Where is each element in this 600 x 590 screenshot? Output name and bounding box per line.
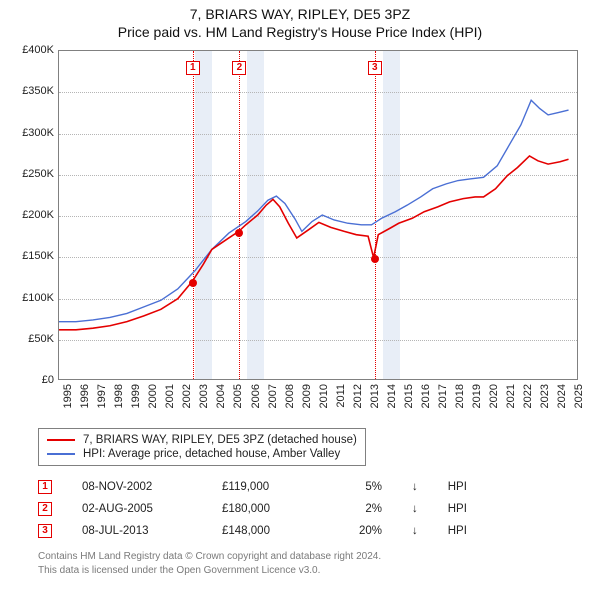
x-tick-label: 2011 (335, 384, 347, 408)
x-tick-label: 2002 (181, 384, 193, 408)
x-tick-label: 2024 (556, 384, 568, 408)
footnote-line2: This data is licensed under the Open Gov… (38, 564, 578, 578)
sales-diff: 2% (332, 503, 382, 515)
sales-diff: 5% (332, 481, 382, 493)
x-tick-label: 2001 (164, 384, 176, 408)
x-tick-label: 1996 (79, 384, 91, 408)
chart-area: £0£50K£100K£150K£200K£250K£300K£350K£400… (10, 50, 590, 420)
sales-date: 02-AUG-2005 (82, 503, 192, 515)
x-tick-label: 2007 (267, 384, 279, 408)
sale-dot-1 (189, 279, 197, 287)
sales-diff: 20% (332, 525, 382, 537)
sales-ref: HPI (448, 503, 467, 515)
sale-marker-3: 3 (368, 61, 382, 75)
x-tick-label: 2016 (420, 384, 432, 408)
x-tick-label: 2017 (437, 384, 449, 408)
y-tick-label: £400K (22, 44, 54, 56)
below-chart: 7, BRIARS WAY, RIPLEY, DE5 3PZ (detached… (38, 428, 578, 577)
sale-dot-3 (371, 255, 379, 263)
sales-table: 1 08-NOV-2002 £119,000 5% ↓ HPI 2 02-AUG-2005 £1… (38, 476, 578, 542)
x-tick-label: 2019 (471, 384, 483, 408)
x-tick-label: 2014 (386, 384, 398, 408)
x-tick-label: 2009 (301, 384, 313, 408)
legend-label: 7, BRIARS WAY, RIPLEY, DE5 3PZ (detached… (83, 434, 357, 446)
y-tick-label: £100K (22, 292, 54, 304)
x-tick-label: 2022 (522, 384, 534, 408)
series-hpi (59, 100, 569, 321)
y-tick-label: £0 (42, 374, 54, 386)
x-tick-label: 1997 (96, 384, 108, 408)
x-tick-label: 2006 (250, 384, 262, 408)
x-tick-label: 2005 (232, 384, 244, 408)
sales-date: 08-JUL-2013 (82, 525, 192, 537)
x-tick-label: 2023 (539, 384, 551, 408)
x-tick-label: 1995 (62, 384, 74, 408)
y-tick-label: £50K (28, 333, 54, 345)
sales-ref: HPI (448, 481, 467, 493)
x-tick-label: 2015 (403, 384, 415, 408)
arrow-down-icon: ↓ (412, 481, 418, 493)
footnote-line1: Contains HM Land Registry data © Crown c… (38, 550, 578, 564)
x-tick-label: 2010 (318, 384, 330, 408)
sales-marker: 3 (38, 524, 52, 538)
line-series (59, 51, 577, 379)
sales-marker: 1 (38, 480, 52, 494)
x-tick-label: 2013 (369, 384, 381, 408)
x-tick-label: 2020 (488, 384, 500, 408)
x-tick-label: 2008 (284, 384, 296, 408)
sales-date: 08-NOV-2002 (82, 481, 192, 493)
arrow-down-icon: ↓ (412, 525, 418, 537)
legend-swatch (47, 439, 75, 441)
title-subtitle: Price paid vs. HM Land Registry's House … (0, 22, 600, 40)
y-tick-label: £350K (22, 85, 54, 97)
series-price_paid (59, 156, 569, 330)
x-tick-label: 1999 (130, 384, 142, 408)
plot-area: 1 2 3 (58, 50, 578, 380)
sale-dot-2 (235, 229, 243, 237)
legend-swatch (47, 453, 75, 455)
y-tick-label: £250K (22, 168, 54, 180)
sales-price: £119,000 (222, 481, 302, 493)
legend-item-price_paid: 7, BRIARS WAY, RIPLEY, DE5 3PZ (detached… (47, 433, 357, 447)
sale-marker-2: 2 (232, 61, 246, 75)
x-tick-label: 2018 (454, 384, 466, 408)
sale-marker-1: 1 (186, 61, 200, 75)
title-address: 7, BRIARS WAY, RIPLEY, DE5 3PZ (0, 6, 600, 22)
x-tick-label: 2021 (505, 384, 517, 408)
x-tick-label: 2004 (215, 384, 227, 408)
legend-label: HPI: Average price, detached house, Ambe… (83, 448, 340, 460)
sales-row: 2 02-AUG-2005 £180,000 2% ↓ HPI (38, 498, 578, 520)
x-tick-label: 2012 (352, 384, 364, 408)
sales-row: 3 08-JUL-2013 £148,000 20% ↓ HPI (38, 520, 578, 542)
chart-title: 7, BRIARS WAY, RIPLEY, DE5 3PZ Price pai… (0, 0, 600, 40)
footnote: Contains HM Land Registry data © Crown c… (38, 550, 578, 577)
legend-item-hpi: HPI: Average price, detached house, Ambe… (47, 447, 357, 461)
y-tick-label: £200K (22, 209, 54, 221)
legend: 7, BRIARS WAY, RIPLEY, DE5 3PZ (detached… (38, 428, 366, 466)
sales-marker: 2 (38, 502, 52, 516)
x-tick-label: 2025 (573, 384, 585, 408)
sales-price: £148,000 (222, 525, 302, 537)
y-tick-label: £300K (22, 127, 54, 139)
x-tick-label: 1998 (113, 384, 125, 408)
x-tick-label: 2003 (198, 384, 210, 408)
sales-price: £180,000 (222, 503, 302, 515)
sales-row: 1 08-NOV-2002 £119,000 5% ↓ HPI (38, 476, 578, 498)
sales-ref: HPI (448, 525, 467, 537)
y-tick-label: £150K (22, 250, 54, 262)
x-tick-label: 2000 (147, 384, 159, 408)
arrow-down-icon: ↓ (412, 503, 418, 515)
